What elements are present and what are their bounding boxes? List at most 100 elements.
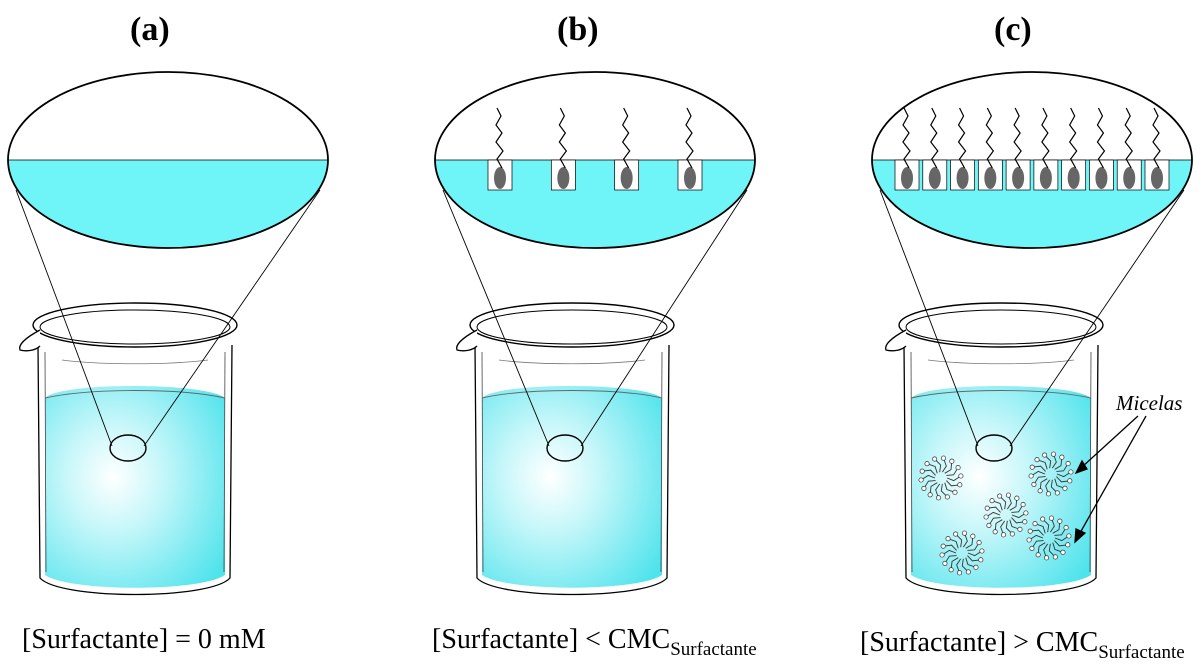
zoom-connector-right [1009,189,1185,447]
panel-a-label: (a) [130,11,170,48]
micelle [918,455,964,501]
beaker-liquid [911,386,1091,588]
surfactant-molecule [1116,107,1142,191]
panel-b [434,71,756,596]
caption-c-main: [Surfactante] > CMC [860,627,1098,658]
surfactant-molecule [950,107,975,191]
beaker-reflection-line [498,359,646,365]
beaker-liquid [482,386,662,588]
molecule-head [620,167,633,189]
zoom-origin-ellipse [546,434,584,462]
beaker-liquid [45,386,225,588]
beaker-rim [469,302,675,348]
panel-c-label: (c) [994,11,1032,48]
beaker-rim-inner [905,309,1097,345]
zoom-content [435,107,755,248]
beaker-body [37,344,233,596]
molecule-tail [1041,107,1050,169]
molecule-tail [1068,107,1078,169]
molecule-head [684,167,696,189]
panel-c [871,71,1193,596]
zoom-ellipse [434,71,756,249]
molecule-tail [685,107,694,169]
zoom-water [435,160,755,248]
zoom-ellipse [871,71,1193,249]
zoom-connector-left [879,189,979,447]
zoom-connector-left [442,189,550,447]
surfactant-molecule [614,107,640,191]
water-surface-line [481,390,663,399]
molecule-tail [1124,107,1133,169]
surfactant-molecule [894,107,920,191]
molecule-head [1123,167,1136,189]
molecule-head [1012,167,1025,189]
zoom-water [872,160,1192,248]
zoom-origin-ellipse [109,434,147,462]
beaker-body [903,344,1099,596]
molecule-head [1151,167,1163,189]
molecule-head [928,167,941,189]
molecule-head [557,167,570,189]
molecule-head [984,167,997,189]
beaker-rim [898,302,1104,348]
molecule-tail [1096,107,1106,169]
beaker-spout [885,329,907,352]
molecule-head [1067,167,1080,189]
molecule-tail [621,107,631,169]
beaker-inner-wall-left [44,351,47,573]
beaker-inner-wall-left [481,351,484,573]
caption-c-sub: Surfactante [1098,642,1185,663]
beaker-body [474,344,670,596]
micelle [939,530,985,576]
zoom-content [872,107,1192,248]
micelles-arrows [1074,415,1147,544]
surfactant-molecule [1144,107,1170,191]
zoom-connector-right [143,189,321,447]
caption-b-main: [Surfactante] < CMC [432,624,670,655]
surfactant-molecule [677,107,703,191]
micelle [983,492,1029,538]
surfactant-molecule [1089,107,1114,191]
molecule-tail [902,107,911,169]
beaker-inner-wall-left [910,351,913,573]
surfactant-molecule [1005,107,1031,191]
beaker-spout [19,329,41,352]
molecule-head [956,167,969,189]
molecule-tail [558,107,568,169]
zoom-origin-ellipse [975,434,1013,462]
beaker-inner-wall-right [660,351,663,573]
beaker-reflection-line [927,359,1075,365]
water-surface-line [910,390,1092,399]
molecule-head [901,167,913,189]
molecule-head [1039,167,1052,189]
molecule-head [1095,167,1108,189]
molecule-tail [495,107,504,169]
beaker-inner-wall-right [1089,351,1092,573]
beaker-inner-wall-right [223,351,226,573]
panel-a [7,71,329,596]
micelles-annotation: Micelas [1115,391,1182,415]
water-surface-line [44,390,226,399]
zoom-water [8,160,328,248]
surfactant-molecule [487,107,513,191]
molecule-tail [957,107,967,169]
molecule-head [494,167,506,189]
surfactant-molecule [1033,107,1059,191]
panel-b-label: (b) [557,11,599,48]
surfactant-molecule [550,107,576,191]
beaker-reflection-line [61,359,209,365]
surfactant-molecule [922,107,948,191]
beaker-rim-inner [39,309,231,345]
zoom-connector-right [580,189,748,447]
beaker-rim-inner [476,309,668,345]
molecule-tail [1152,107,1161,169]
surfactant-molecule [977,107,1003,191]
caption-a: [Surfactante] = 0 mM [22,624,266,655]
beaker-rim [32,302,238,348]
caption-c: [Surfactante] > CMCSurfactante [860,627,1185,663]
zoom-content [8,159,328,248]
caption-b: [Surfactante] < CMCSurfactante [432,624,757,660]
micelle [1028,451,1074,497]
surfactant-molecule [1061,107,1087,191]
